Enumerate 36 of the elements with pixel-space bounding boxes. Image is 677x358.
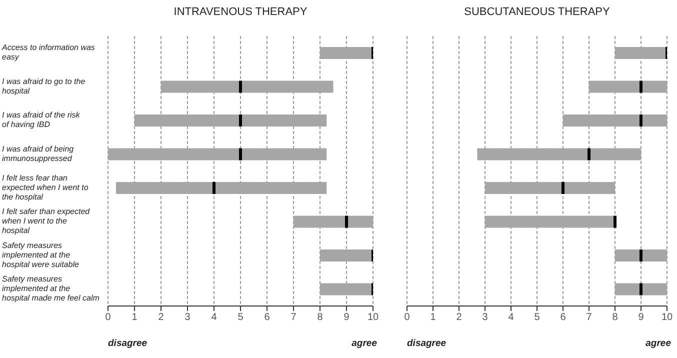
x-tick-label: 6	[264, 312, 270, 324]
x-tick-label: 7	[290, 312, 297, 324]
y-tick-label: Safety measures implemented at the hospital made me feel calm	[2, 274, 100, 303]
x-tick-label: 2	[456, 312, 462, 324]
x-tick-label: 2	[158, 312, 164, 324]
chart-title: SUBCUTANEOUS THERAPY	[463, 6, 611, 18]
y-tick-label: Safety measures implemented at the hospital were suitable	[2, 240, 80, 269]
x-tick-label: 4	[211, 312, 218, 324]
x-tick-label: 9	[344, 312, 350, 324]
x-tick-label: 9	[638, 312, 644, 324]
x-tick-label: 1	[132, 312, 138, 324]
x-tick-label: 3	[482, 312, 488, 324]
x-tick-label: 6	[560, 312, 566, 324]
y-tick-label: I felt less fear than expected when I went to the hospital	[2, 173, 89, 202]
x-tick-label: 0	[404, 312, 410, 324]
text: agree	[646, 338, 671, 349]
y-tick-label: I felt safer than expected when I went to the hospital	[2, 207, 90, 236]
y-tick-label: Access to information was easy	[1, 43, 95, 62]
x-tick-label: 7	[586, 312, 592, 324]
x-tick-label: 1	[430, 312, 436, 324]
x-tick-label: 8	[612, 312, 618, 324]
x-tick-label: 4	[508, 312, 514, 324]
chart-title: INTRAVENOUS THERAPY	[172, 6, 308, 18]
y-tick-label: I was afraid of being immunosuppressed	[2, 144, 74, 163]
x-tick-label: 5	[238, 312, 244, 324]
x-tick-label: 10	[367, 312, 379, 324]
x-tick-label: 8	[317, 312, 324, 324]
text: disagree	[108, 338, 148, 349]
x-tick-label: 10	[661, 312, 673, 324]
x-tick-label: 0	[105, 312, 112, 324]
x-tick-label: 5	[534, 312, 540, 324]
y-tick-label: I was afraid of the risk of having IBD	[2, 110, 81, 130]
y-tick-label: I was afraid to go to the hospital	[2, 76, 86, 96]
text: disagree	[407, 338, 446, 349]
text: agree	[352, 338, 377, 349]
x-tick-label: 3	[184, 312, 191, 324]
